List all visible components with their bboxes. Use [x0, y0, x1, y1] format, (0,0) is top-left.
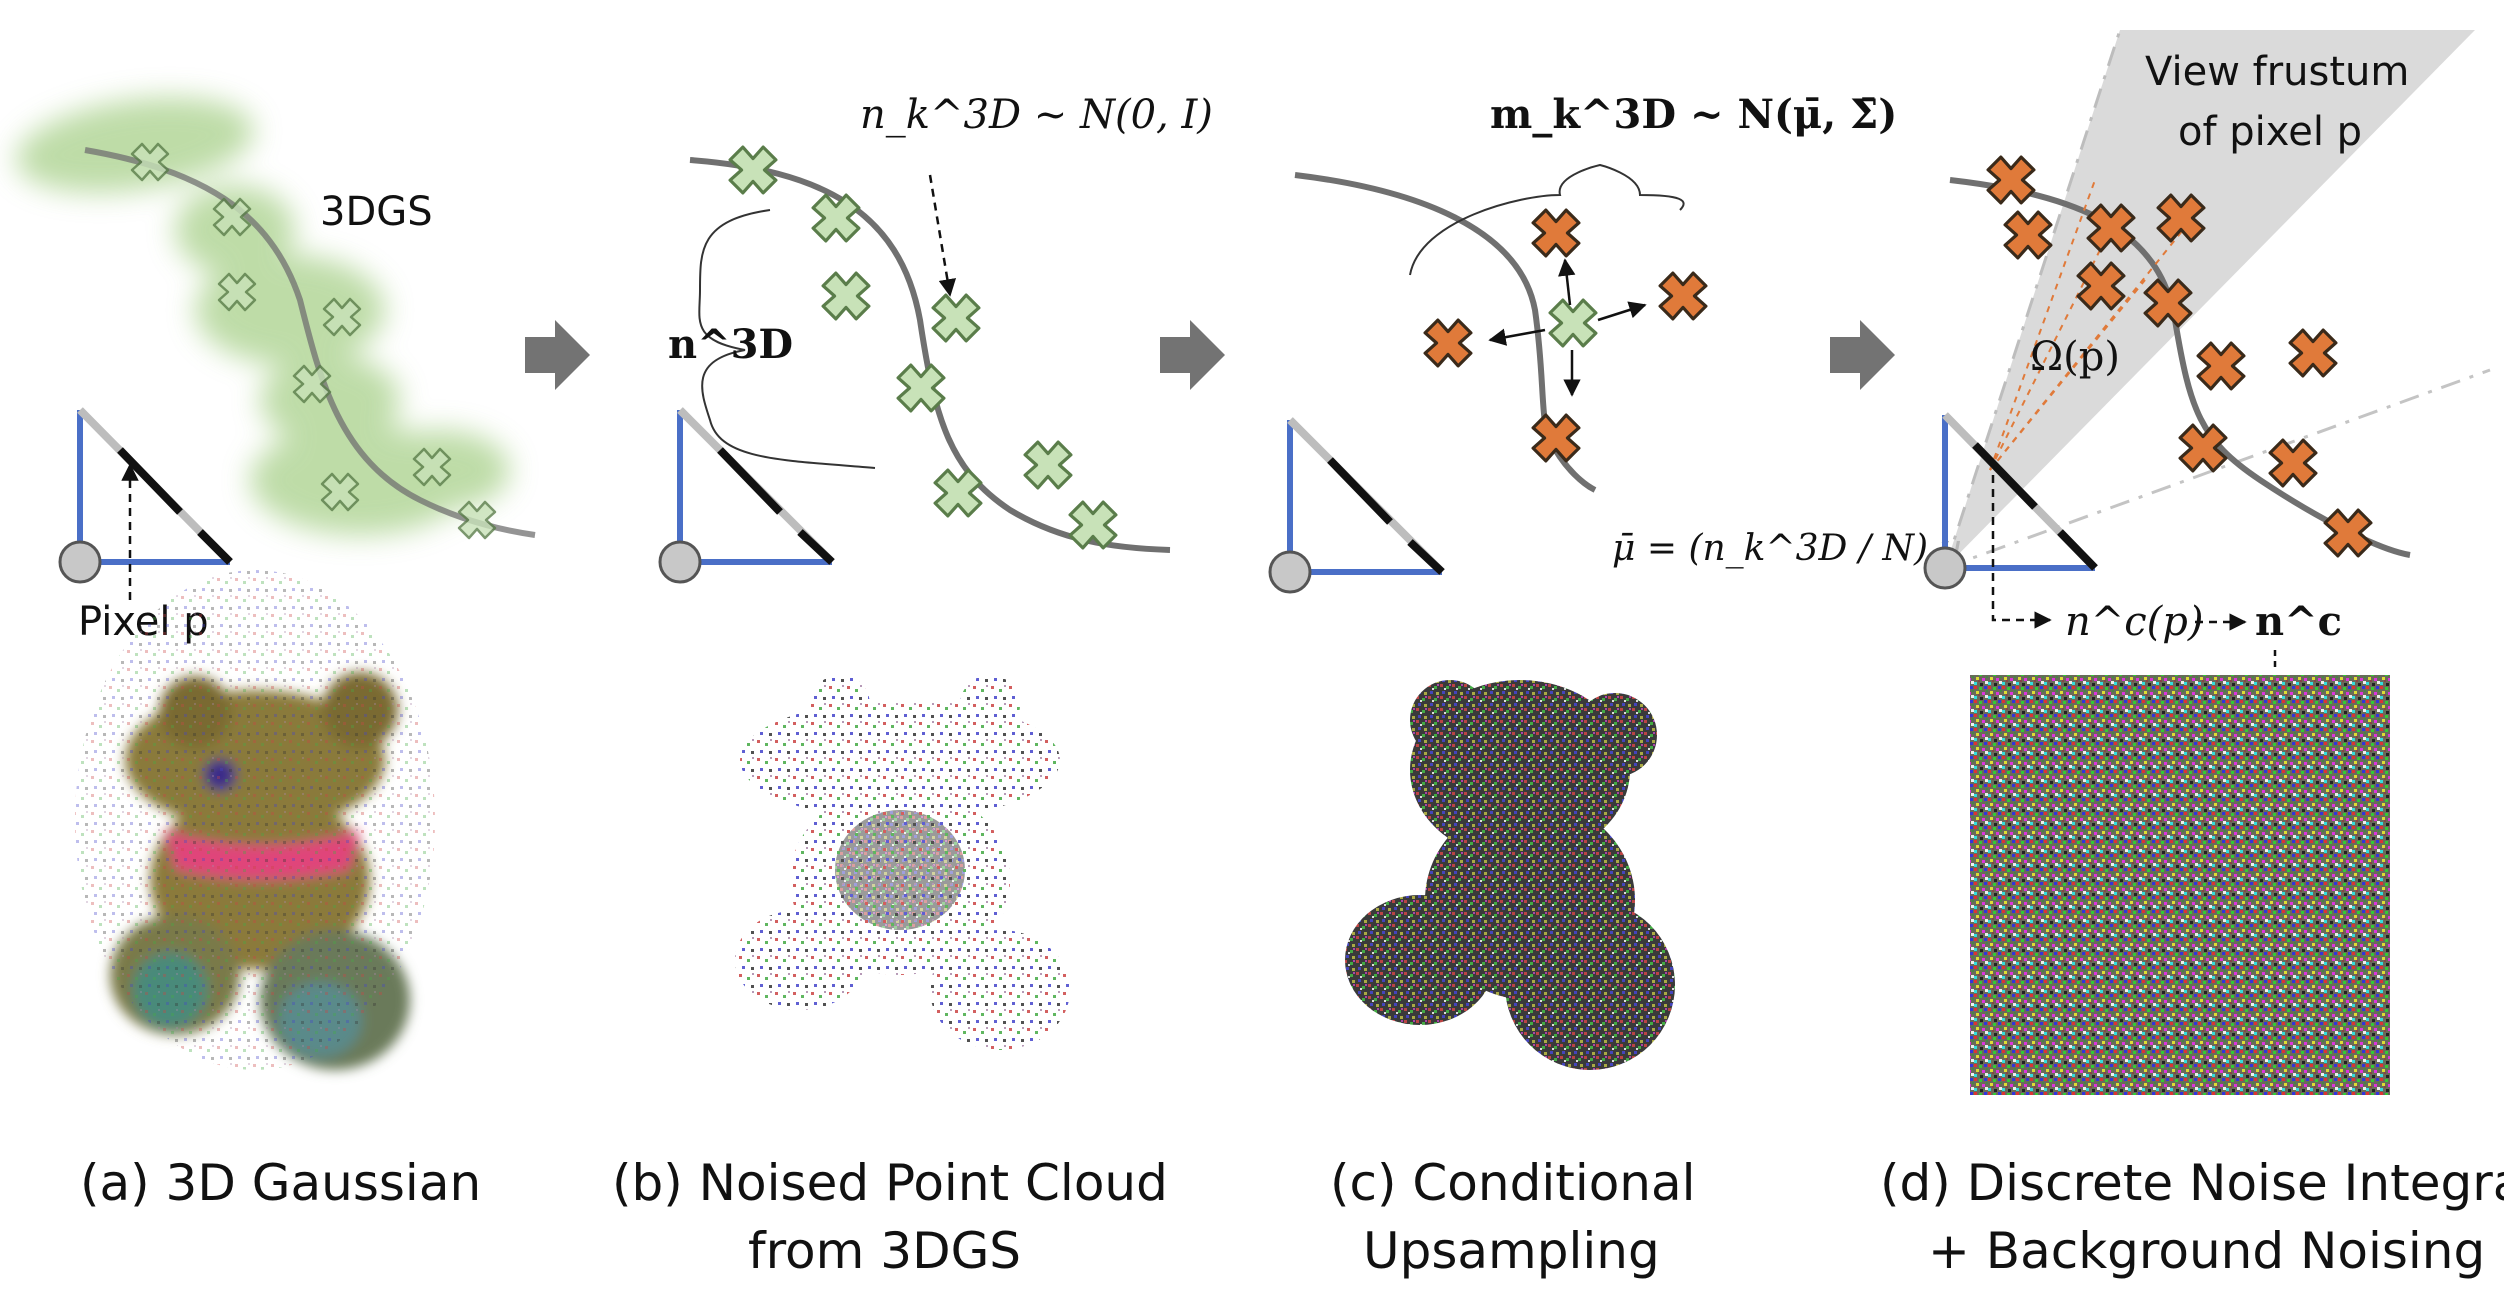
- step-arrow-ab: [525, 320, 590, 390]
- camera-b: [658, 407, 835, 584]
- step-arrow-bc: [1160, 320, 1225, 390]
- label-omega-p: Ω(p): [2030, 334, 2120, 380]
- caption-c-line2: Upsampling: [1363, 1222, 1660, 1280]
- noise-image: [1970, 675, 2390, 1095]
- caption-d-line2: + Background Noising: [1928, 1222, 2485, 1280]
- label-nc: n^c: [2255, 598, 2342, 645]
- camera-d: [1923, 412, 2098, 590]
- caption-b-line2: from 3DGS: [748, 1222, 1021, 1280]
- teddy-bear-render: [75, 570, 435, 1070]
- caption-b-line1: (b) Noised Point Cloud: [612, 1154, 1168, 1212]
- noised-bear-dense: [1345, 680, 1675, 1070]
- label-of-pixel-p: of pixel p: [2178, 109, 2362, 155]
- panel-d: View frustum of pixel p Ω(p): [1880, 29, 2504, 1280]
- view-frustum: [1945, 30, 2475, 568]
- formula-mu: μ̄ = (n_k^3D / N) u: [1612, 528, 1963, 569]
- camera-c: [1268, 417, 1445, 594]
- label-n3d: n^3D: [668, 321, 793, 368]
- label-3dgs: 3DGS: [320, 189, 433, 235]
- pointer-arrow-b: [928, 174, 957, 297]
- brace-c: [1409, 163, 1685, 276]
- caption-d-line1: (d) Discrete Noise Integral: [1880, 1154, 2504, 1212]
- brace-b: [698, 209, 876, 469]
- caption-a-line1: (a) 3D Gaussian: [80, 1154, 481, 1212]
- frustum-edge-upper: [1943, 29, 2122, 569]
- formula-mk: m_k^3D ~ N(μ̄, Σ̄): [1490, 91, 1897, 138]
- pixel-to-ncp-arrow: [1991, 475, 2052, 629]
- label-view-frustum: View frustum: [2145, 49, 2409, 95]
- formula-nk: n_k^3D ~ N(0, I): [860, 92, 1213, 138]
- surface-curve-c: [1294, 172, 1597, 493]
- upsampled-points: [1423, 208, 1708, 463]
- panel-b: n_k^3D ~ N(0, I) n^3D (b) Noised Point C…: [612, 92, 1213, 1280]
- frustum-edge-lower: [1944, 368, 2491, 570]
- noised-bear-sparse: [735, 675, 1070, 1050]
- camera-a: [58, 407, 233, 584]
- panel-c: m_k^3D ~ N(μ̄, Σ̄) μ̄ = (n_k^3D / N) u: [1268, 91, 1963, 1280]
- ray-lines: [1989, 179, 2196, 471]
- panel-a: 3DGS Pixel p: [16, 97, 536, 1212]
- sample-arrows: [1488, 258, 1647, 397]
- label-ncp: n^c(p): [2065, 599, 2204, 645]
- step-arrow-cd: [1830, 320, 1895, 390]
- caption-c-line1: (c) Conditional: [1330, 1154, 1696, 1212]
